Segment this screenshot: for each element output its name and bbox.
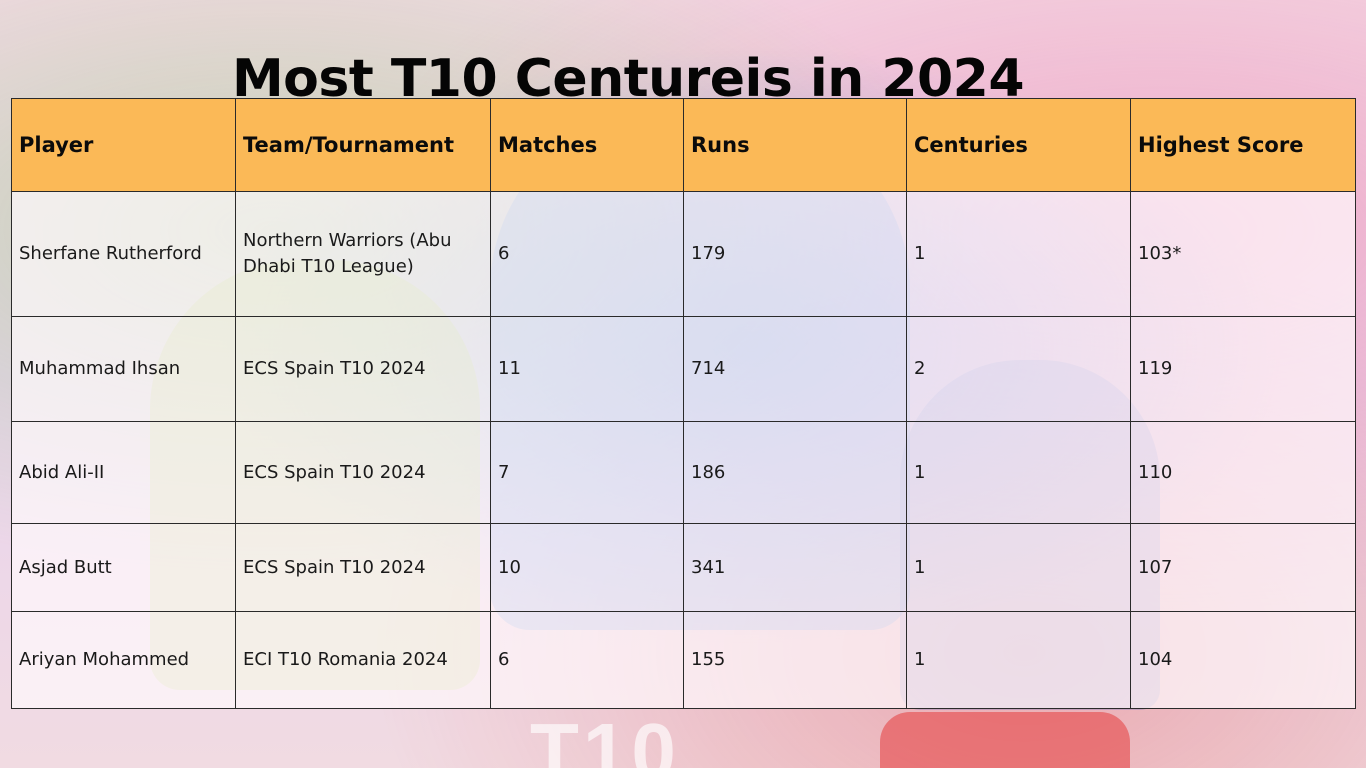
- cell-team-tournament: ECS Spain T10 2024: [235, 421, 491, 524]
- header-matches: Matches: [490, 98, 684, 192]
- cell-highest-score: 110: [1130, 421, 1356, 524]
- table-header-row: Player Team/Tournament Matches Runs Cent…: [11, 98, 1356, 192]
- table-row: Muhammad Ihsan ECS Spain T10 2024 11 714…: [11, 316, 1356, 422]
- centuries-table: Player Team/Tournament Matches Runs Cent…: [11, 98, 1356, 709]
- cell-highest-score: 104: [1130, 611, 1356, 709]
- cell-runs: 714: [683, 316, 907, 422]
- cell-centuries: 1: [906, 523, 1131, 612]
- cell-runs: 179: [683, 191, 907, 317]
- cell-centuries: 1: [906, 611, 1131, 709]
- cell-highest-score: 103*: [1130, 191, 1356, 317]
- cell-highest-score: 119: [1130, 316, 1356, 422]
- cell-team-tournament: ECI T10 Romania 2024: [235, 611, 491, 709]
- table-row: Ariyan Mohammed ECI T10 Romania 2024 6 1…: [11, 611, 1356, 709]
- cell-runs: 186: [683, 421, 907, 524]
- header-centuries: Centuries: [906, 98, 1131, 192]
- header-team-tournament: Team/Tournament: [235, 98, 491, 192]
- cell-team-tournament: ECS Spain T10 2024: [235, 523, 491, 612]
- cell-player: Muhammad Ihsan: [11, 316, 236, 422]
- header-highest-score: Highest Score: [1130, 98, 1356, 192]
- table-row: Sherfane Rutherford Northern Warriors (A…: [11, 191, 1356, 317]
- cell-matches: 11: [490, 316, 684, 422]
- cell-centuries: 2: [906, 316, 1131, 422]
- cell-matches: 10: [490, 523, 684, 612]
- cell-matches: 7: [490, 421, 684, 524]
- table-row: Asjad Butt ECS Spain T10 2024 10 341 1 1…: [11, 523, 1356, 612]
- cell-team-tournament: Northern Warriors (Abu Dhabi T10 League): [235, 191, 491, 317]
- cell-player: Ariyan Mohammed: [11, 611, 236, 709]
- cell-player: Asjad Butt: [11, 523, 236, 612]
- cell-matches: 6: [490, 191, 684, 317]
- cell-matches: 6: [490, 611, 684, 709]
- background-logo-text: T10: [530, 707, 680, 768]
- cell-player: Abid Ali-II: [11, 421, 236, 524]
- background-logo-badge: [880, 712, 1130, 768]
- cell-runs: 341: [683, 523, 907, 612]
- cell-centuries: 1: [906, 421, 1131, 524]
- cell-player: Sherfane Rutherford: [11, 191, 236, 317]
- header-runs: Runs: [683, 98, 907, 192]
- cell-centuries: 1: [906, 191, 1131, 317]
- table-row: Abid Ali-II ECS Spain T10 2024 7 186 1 1…: [11, 421, 1356, 524]
- cell-highest-score: 107: [1130, 523, 1356, 612]
- cell-team-tournament: ECS Spain T10 2024: [235, 316, 491, 422]
- cell-runs: 155: [683, 611, 907, 709]
- header-player: Player: [11, 98, 236, 192]
